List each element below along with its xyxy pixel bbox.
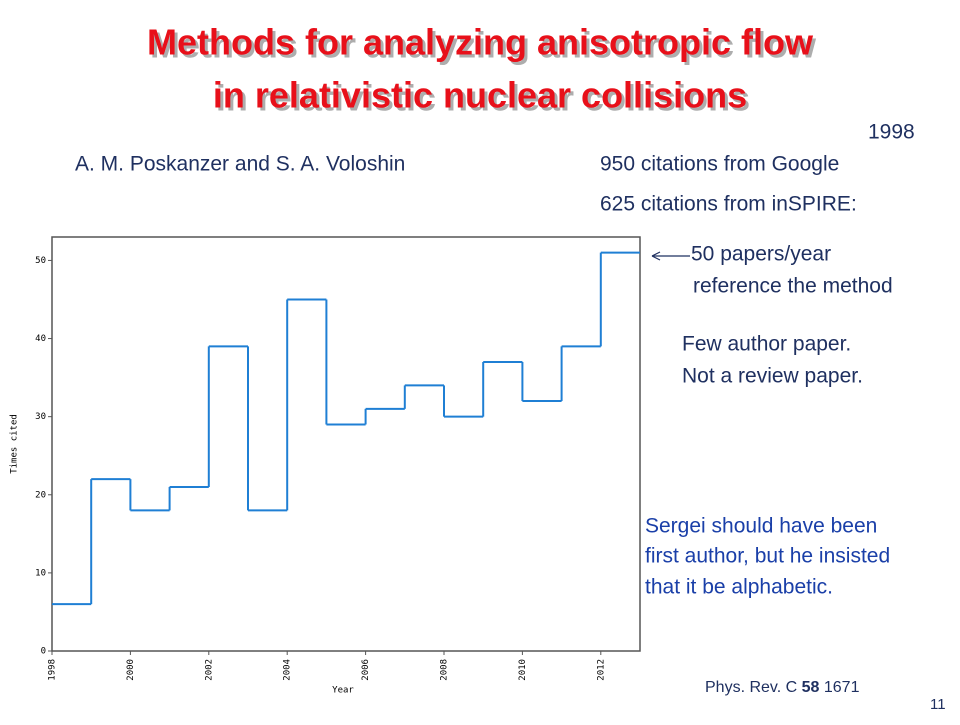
x-tick-label: 2000	[126, 659, 136, 681]
arrow-head	[651, 251, 661, 261]
plot-frame	[51, 236, 641, 652]
page: 1671	[824, 679, 860, 696]
title-shadow: in relativistic nuclear collisions	[216, 78, 750, 119]
x-tick-label: 2002	[204, 659, 214, 681]
journal: Phys. Rev. C	[705, 679, 797, 696]
y-tick-label: 30	[35, 412, 46, 422]
volume: 58	[802, 679, 820, 696]
x-tick-label: 2008	[440, 659, 450, 681]
title-shadow: Methods for analyzing anisotropic flow	[150, 25, 817, 66]
y-tick-label: 0	[41, 647, 46, 657]
note: that it be alphabetic.	[645, 576, 833, 599]
note: Sergei should have been	[645, 515, 877, 538]
y-tick-label: 10	[35, 568, 46, 578]
title: Methods for analyzing anisotropic flow	[147, 22, 814, 63]
y-tick-label: 20	[35, 490, 46, 500]
note: first author, but he insisted	[645, 545, 890, 568]
note: Not a review paper.	[682, 365, 863, 388]
y-tick-label: 50	[35, 256, 46, 266]
authors: A. M. Poskanzer and S. A. Voloshin	[75, 153, 405, 176]
note: reference the method	[693, 275, 893, 298]
x-axis-label: Year	[332, 686, 354, 696]
citations: 625 citations from inSPIRE:	[600, 193, 857, 216]
reference: Phys. Rev. C 58 1671	[705, 679, 860, 696]
citations: 950 citations from Google	[600, 153, 839, 176]
x-tick-label: 1998	[48, 659, 58, 681]
y-tick-label: 40	[35, 334, 46, 344]
x-tick-label: 2004	[283, 659, 293, 681]
x-tick-label: 2006	[361, 659, 371, 681]
note: 50 papers/year	[691, 243, 831, 266]
note: Few author paper.	[682, 333, 851, 356]
y-axis-label: Times cited	[10, 414, 20, 474]
title: in relativistic nuclear collisions	[213, 75, 747, 116]
page-number: 11	[930, 696, 946, 713]
x-tick-label: 2010	[518, 659, 528, 681]
year: 1998	[868, 121, 915, 144]
x-tick-label: 2012	[596, 659, 606, 681]
